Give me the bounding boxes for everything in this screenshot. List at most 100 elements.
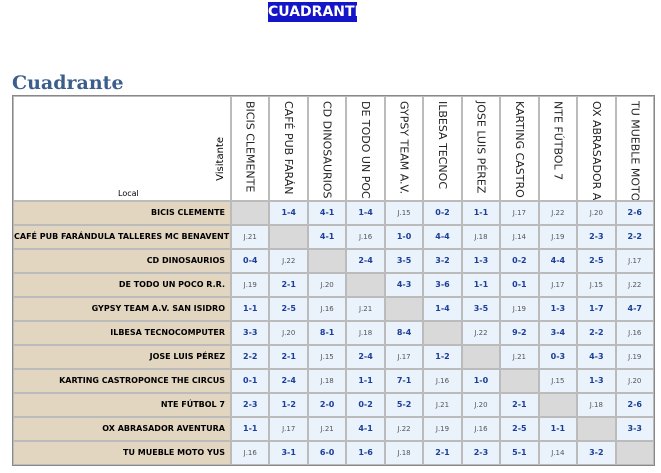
result-cell: 5-2 xyxy=(384,393,424,417)
result-cell: J.16 xyxy=(461,417,501,441)
result-cell: J.18 xyxy=(346,321,385,345)
result-cell: 0-1 xyxy=(231,369,270,393)
row-label: OX ABRASADOR AVENTURA xyxy=(13,417,231,441)
row-label: CD DINOSAURIOS xyxy=(13,249,231,273)
result-cell: 8-4 xyxy=(384,321,424,345)
result-cell: 4-1 xyxy=(307,201,347,225)
result-cell: 3-1 xyxy=(269,441,308,465)
column-header: GYPSY TEAM A.V. xyxy=(384,96,424,201)
result-cell: 3-5 xyxy=(461,297,501,321)
result-cell: 2-3 xyxy=(577,225,616,249)
result-cell: J.22 xyxy=(269,249,308,273)
result-cell: 1-2 xyxy=(269,393,308,417)
result-cell: J.17 xyxy=(269,417,308,441)
result-cell: 3-5 xyxy=(384,249,424,273)
result-cell: J.15 xyxy=(538,369,578,393)
result-cell: J.19 xyxy=(538,225,578,249)
result-cell: 1-1 xyxy=(231,417,270,441)
column-header: OX ABRASADOR A xyxy=(577,96,616,201)
result-cell: 3-4 xyxy=(538,321,578,345)
column-header: TU MUEBLE MOTO xyxy=(615,96,654,201)
result-cell: 0-3 xyxy=(538,345,578,369)
result-cell: J.20 xyxy=(615,369,654,393)
result-cell: J.19 xyxy=(500,297,539,321)
result-cell: J.18 xyxy=(577,393,616,417)
col-axis-label: Visitante xyxy=(215,137,226,181)
result-cell: 2-0 xyxy=(307,393,347,417)
crosstab-table: Visitante Local BICIS CLEMENTE CAFÉ PUB F… xyxy=(12,95,655,466)
column-header: DE TODO UN POC xyxy=(346,96,385,201)
result-cell: 3-3 xyxy=(231,321,270,345)
result-cell: 2-6 xyxy=(615,393,654,417)
row-label: DE TODO UN POCO R.R. xyxy=(13,273,231,297)
result-cell: 1-1 xyxy=(231,297,270,321)
result-cell: 4-3 xyxy=(384,273,424,297)
result-cell: 2-4 xyxy=(346,249,385,273)
result-cell: J.15 xyxy=(577,273,616,297)
result-cell: 2-3 xyxy=(461,441,501,465)
result-cell: 1-3 xyxy=(538,297,578,321)
result-cell: J.17 xyxy=(538,273,578,297)
result-cell: 3-6 xyxy=(423,273,462,297)
result-cell: J.16 xyxy=(231,441,270,465)
result-cell: J.16 xyxy=(423,369,462,393)
result-cell: 2-1 xyxy=(500,393,539,417)
result-cell: J.20 xyxy=(577,201,616,225)
result-cell: J.19 xyxy=(231,273,270,297)
result-cell: 2-6 xyxy=(615,201,654,225)
result-cell: J.22 xyxy=(461,321,501,345)
result-cell: J.19 xyxy=(615,345,654,369)
result-cell: J.18 xyxy=(307,369,347,393)
result-cell: 1-3 xyxy=(461,249,501,273)
empty-cell xyxy=(538,393,578,417)
result-cell: J.15 xyxy=(384,201,424,225)
badge: CUADRANTE xyxy=(268,2,365,22)
result-cell: 2-2 xyxy=(615,225,654,249)
result-cell: 2-1 xyxy=(269,273,308,297)
row-label: GYPSY TEAM A.V. SAN ISIDRO xyxy=(13,297,231,321)
column-header: KARTING CASTRO xyxy=(500,96,539,201)
result-cell: J.22 xyxy=(538,201,578,225)
result-cell: 0-2 xyxy=(423,201,462,225)
result-cell: J.19 xyxy=(423,417,462,441)
result-cell: 6-0 xyxy=(307,441,347,465)
result-cell: 4-4 xyxy=(538,249,578,273)
result-cell: 3-2 xyxy=(577,441,616,465)
result-cell: 4-1 xyxy=(346,417,385,441)
result-cell: 1-1 xyxy=(461,273,501,297)
result-cell: J.17 xyxy=(615,249,654,273)
row-label: CAFÉ PUB FARÁNDULA TALLERES MC BENAVENTE xyxy=(13,225,235,249)
empty-cell xyxy=(577,417,616,441)
column-header: JOSE LUIS PÉREZ xyxy=(461,96,501,201)
empty-cell xyxy=(269,225,308,249)
result-cell: J.22 xyxy=(615,273,654,297)
result-cell: 5-1 xyxy=(500,441,539,465)
result-cell: 2-2 xyxy=(231,345,270,369)
heading: Cuadrante xyxy=(12,72,124,94)
result-cell: 2-1 xyxy=(423,441,462,465)
result-cell: 1-1 xyxy=(538,417,578,441)
row-label: ILBESA TECNOCOMPUTER xyxy=(13,321,231,345)
result-cell: 0-1 xyxy=(500,273,539,297)
column-header: NTE FÚTBOL 7 xyxy=(538,96,578,201)
result-cell: 3-3 xyxy=(615,417,654,441)
row-label: BICIS CLEMENTE xyxy=(13,201,231,225)
result-cell: J.16 xyxy=(307,297,347,321)
result-cell: J.20 xyxy=(307,273,347,297)
result-cell: 2-4 xyxy=(269,369,308,393)
result-cell: 1-1 xyxy=(461,201,501,225)
empty-cell xyxy=(500,369,539,393)
result-cell: J.21 xyxy=(423,393,462,417)
empty-cell xyxy=(231,201,270,225)
result-cell: J.16 xyxy=(346,225,385,249)
result-cell: J.17 xyxy=(384,345,424,369)
result-cell: J.18 xyxy=(461,225,501,249)
column-header: CAFÉ PUB FARÁN xyxy=(269,96,308,201)
empty-cell xyxy=(423,321,462,345)
result-cell: J.20 xyxy=(269,321,308,345)
empty-cell xyxy=(615,441,654,465)
result-cell: J.22 xyxy=(384,417,424,441)
result-cell: 2-2 xyxy=(577,321,616,345)
empty-cell xyxy=(307,249,347,273)
result-cell: 0-2 xyxy=(346,393,385,417)
